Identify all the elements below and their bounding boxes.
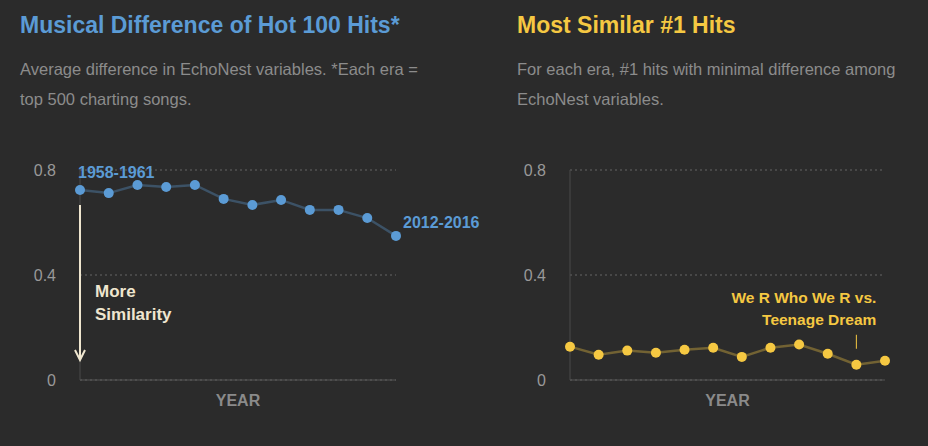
svg-text:0.8: 0.8 [34,162,56,179]
svg-text:Teenage Dream: Teenage Dream [762,311,876,328]
svg-text:We R Who We R vs.: We R Who We R vs. [731,289,876,306]
svg-text:0.4: 0.4 [34,267,56,284]
html-text:Most Similar #1 Hits: Most Similar #1 Hits [517,12,736,38]
svg-text:2012-2016: 2012-2016 [403,214,480,231]
svg-text:0: 0 [537,372,546,389]
svg-text:More: More [95,282,136,301]
svg-text:YEAR: YEAR [705,392,750,409]
html-text:Average difference in EchoNest: Average difference in EchoNest variables… [20,60,418,108]
svg-text:1958-1961: 1958-1961 [78,164,155,181]
svg-text:YEAR: YEAR [216,392,261,409]
html-text:For each era, #1 hits with min: For each era, #1 hits with minimal diffe… [517,60,896,108]
svg-text:0: 0 [47,372,56,389]
html-text:Musical Difference of Hot 100: Musical Difference of Hot 100 Hits* [20,12,400,38]
svg-text:0.8: 0.8 [524,162,546,179]
svg-text:Similarity: Similarity [95,305,172,324]
svg-text:0.4: 0.4 [524,267,546,284]
